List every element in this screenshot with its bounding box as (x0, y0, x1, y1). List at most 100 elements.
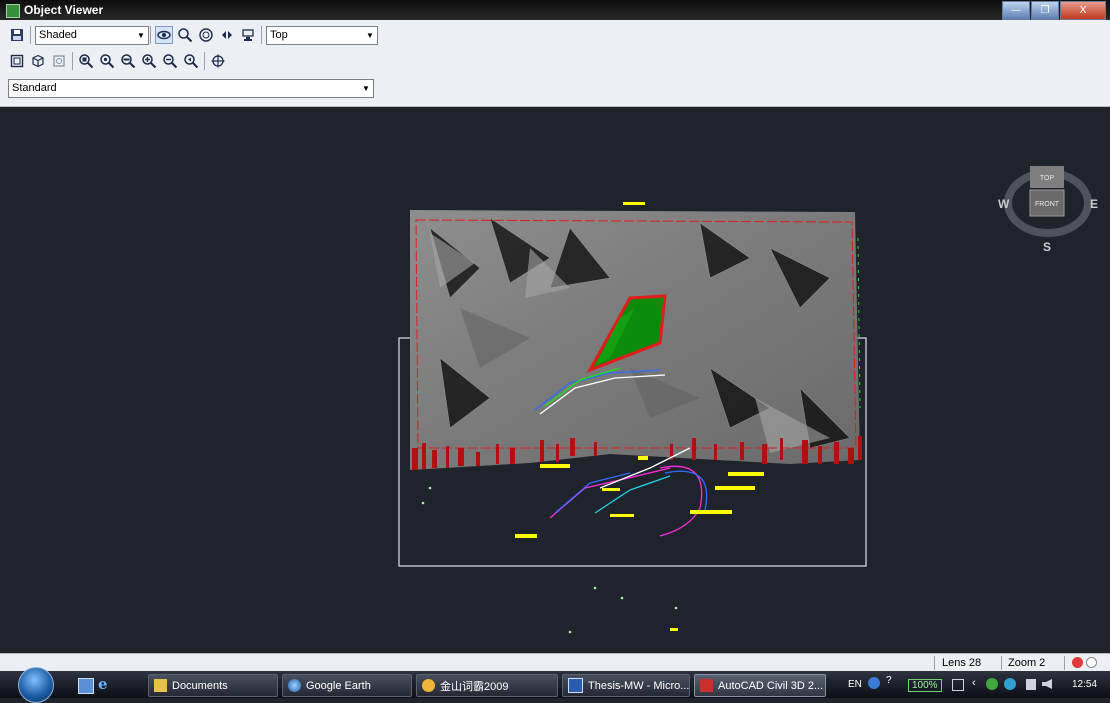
compass-south-label[interactable]: S (1043, 240, 1051, 254)
clock[interactable]: 12:54 (1072, 679, 1098, 690)
network-icon[interactable] (952, 679, 964, 691)
zoom-in-button[interactable] (140, 52, 158, 70)
save-icon (11, 29, 23, 41)
center-button[interactable] (209, 52, 227, 70)
globe-icon (288, 679, 301, 692)
zoom-extents-icon (121, 54, 136, 69)
shading-mode-value: Shaded (39, 29, 77, 41)
shading-mode-select[interactable]: Shaded ▼ (35, 25, 149, 45)
task-label: AutoCAD Civil 3D 2... (718, 679, 824, 692)
ime-icon[interactable]: ? (886, 675, 892, 686)
dictionary-icon (422, 679, 435, 692)
chevron-left-icon[interactable]: ‹ (972, 677, 976, 689)
zoom-previous-button[interactable] (182, 52, 200, 70)
battery-percent[interactable]: 100% (908, 679, 942, 692)
reset-view-icon (53, 55, 65, 67)
restore-button[interactable]: ❐ (1031, 1, 1059, 20)
compass-west-label[interactable]: W (998, 197, 1010, 211)
signal-icon[interactable] (1026, 679, 1036, 690)
surface-highlights (430, 233, 830, 453)
building-pad-detail (595, 308, 635, 366)
lens-readout: Lens 28 (942, 657, 982, 669)
show-desktop-icon[interactable] (78, 678, 94, 694)
chevron-down-icon: ▼ (366, 30, 374, 40)
speaker-icon[interactable] (1042, 679, 1052, 689)
zoom-realtime-button[interactable] (176, 26, 194, 44)
chevron-down-icon: ▼ (137, 30, 145, 40)
task-documents[interactable]: Documents (148, 674, 278, 697)
toolbar-row-2 (8, 50, 230, 72)
orbit-sphere-icon (199, 28, 213, 42)
task-label: Documents (172, 679, 228, 692)
cube-icon (32, 54, 44, 68)
zoom-out-button[interactable] (161, 52, 179, 70)
view-box-button[interactable] (8, 52, 26, 70)
shield-icon[interactable] (1004, 678, 1016, 690)
pan-icon (222, 31, 232, 39)
crosshair-icon (211, 54, 225, 68)
camera-button[interactable] (239, 26, 257, 44)
viewcube-top-face[interactable] (1030, 166, 1064, 188)
status-separator (1001, 656, 1002, 670)
security-icon[interactable] (986, 678, 998, 690)
scene-canvas[interactable]: TOP FRONT W E S (10, 108, 1103, 648)
toolbar-row-1: Shaded ▼ Top ▼ (8, 24, 378, 46)
help-icon[interactable] (868, 677, 880, 689)
yellow-annotations (515, 202, 764, 631)
viewcube-front-label: FRONT (1035, 201, 1060, 208)
window-titlebar: Object Viewer — ❐ X (0, 0, 1110, 20)
reset-view-button[interactable] (50, 52, 68, 70)
toolbar-separator (150, 26, 151, 44)
task-dictionary[interactable]: 金山词霸2009 (416, 674, 558, 697)
surface-shadows (460, 308, 700, 418)
view-direction-select[interactable]: Top ▼ (266, 25, 378, 45)
viewcube-front-face[interactable] (1029, 189, 1065, 217)
free-orbit-button[interactable] (197, 26, 215, 44)
zoom-in-icon (142, 54, 157, 69)
status-bar: Lens 28 Zoom 2 (0, 653, 1110, 672)
status-separator (934, 656, 935, 670)
compass-east-label[interactable]: E (1090, 197, 1098, 211)
task-label: 金山词霸2009 (440, 680, 509, 693)
zoom-readout: Zoom 2 (1008, 657, 1046, 669)
zoom-window-button[interactable] (77, 52, 95, 70)
system-tray: EN ? 100% ‹ 12:54 (840, 671, 1110, 698)
pan-button[interactable] (218, 26, 236, 44)
zoom-extents-button[interactable] (119, 52, 137, 70)
toolbar-separator (72, 52, 73, 70)
toolbar-separator (30, 26, 31, 44)
record-red-icon[interactable] (1072, 657, 1083, 668)
camera-icon (242, 29, 254, 41)
language-indicator[interactable]: EN (848, 679, 862, 690)
toolbar-area: Shaded ▼ Top ▼ (0, 20, 1110, 107)
chevron-down-icon: ▼ (362, 83, 370, 93)
internet-explorer-icon[interactable]: e (98, 675, 108, 693)
folder-icon (154, 679, 167, 692)
toolbar-row-3: Standard ▼ (8, 77, 374, 99)
task-word[interactable]: Thesis-MW - Micro... (562, 674, 690, 697)
word-icon (568, 678, 583, 693)
iso-view-button[interactable] (29, 52, 47, 70)
zoom-object-icon (100, 54, 115, 69)
minimize-button[interactable]: — (1002, 1, 1030, 20)
status-separator (1064, 656, 1065, 670)
zoom-previous-icon (184, 54, 199, 69)
task-label: Google Earth (306, 679, 371, 692)
task-autocad[interactable]: AutoCAD Civil 3D 2... (694, 674, 826, 697)
viewcube[interactable]: TOP FRONT W E S (998, 166, 1098, 254)
orbit-button[interactable] (155, 26, 173, 44)
orbit-icon (157, 30, 171, 40)
view-direction-value: Top (270, 29, 288, 41)
zoom-object-button[interactable] (98, 52, 116, 70)
start-button[interactable] (18, 667, 54, 703)
zoom-out-icon (163, 54, 178, 69)
zoom-window-icon (79, 54, 94, 69)
close-button[interactable]: X (1060, 1, 1106, 20)
magnifier-icon (178, 28, 193, 43)
task-google-earth[interactable]: Google Earth (282, 674, 412, 697)
visual-style-select[interactable]: Standard ▼ (8, 78, 374, 98)
box-icon (10, 54, 24, 68)
3d-viewport[interactable]: TOP FRONT W E S (10, 108, 1103, 648)
save-button[interactable] (8, 26, 26, 44)
record-off-icon[interactable] (1086, 657, 1097, 668)
